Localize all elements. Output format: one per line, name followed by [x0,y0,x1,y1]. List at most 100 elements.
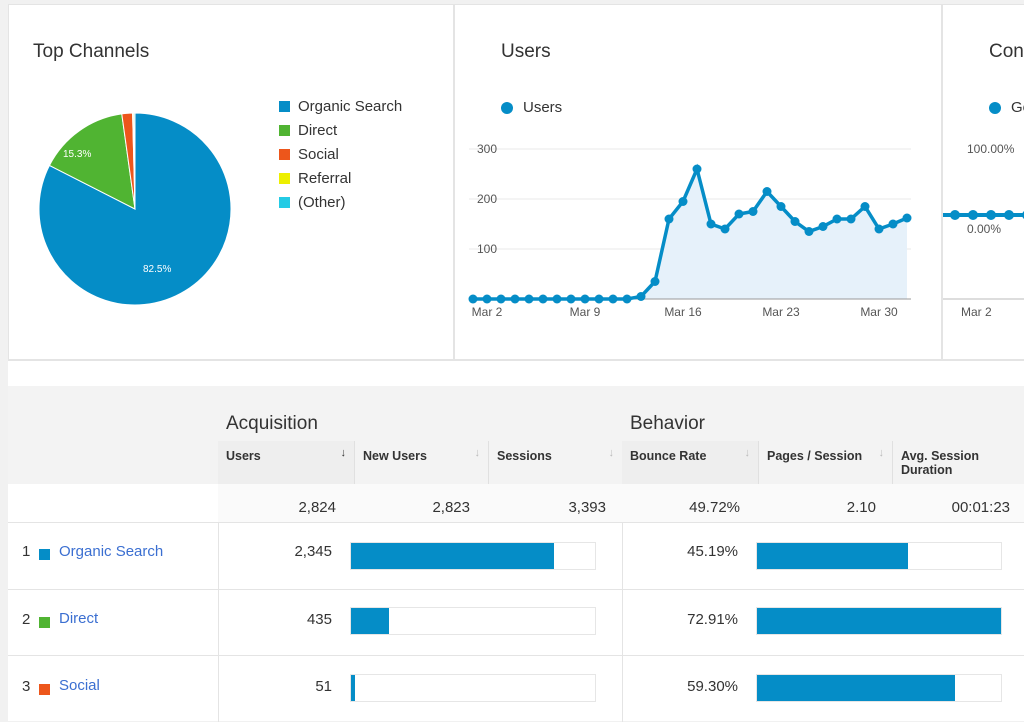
divider [218,522,219,722]
data-point [950,210,960,220]
legend-item-referral[interactable]: Referral [279,166,402,190]
row-users: 51 [315,678,332,695]
data-point [566,294,576,304]
channel-color-swatch [39,549,50,560]
conversions-series-legend[interactable]: Go [989,99,1024,116]
data-point [762,187,772,196]
pie-slice-direct [48,113,136,210]
channel-link-social[interactable]: Social [59,677,100,694]
col-header-new-users[interactable]: New Users ↓ [354,441,488,484]
row-index: 2 [22,611,31,628]
data-point [496,294,506,304]
x-tick-label: Mar 30 [860,305,898,319]
data-point [524,294,534,304]
acquisition-label: Acquisition [226,413,318,434]
data-point [468,294,478,304]
bounce-bar-fill [757,543,909,569]
data-point [804,227,814,236]
data-point [968,210,978,220]
slice-label: 15.3% [63,149,91,160]
users-line-chart: 300 200 100 Mar 2 Mar 9 Mar 16 Mar 23 Mar 30 [468,142,912,319]
legend-swatch [279,196,290,208]
x-tick-label: Mar 2 [961,305,992,319]
data-point [720,224,730,234]
sort-icon[interactable]: ↓ [474,447,481,459]
data-point [482,294,492,304]
top-channels-title: Top Channels [33,41,150,62]
data-point [622,294,632,304]
data-point [902,213,912,223]
group-header-band [218,386,1024,441]
divider [8,589,1024,590]
legend-swatch [279,125,290,137]
users-bar-fill [351,675,356,701]
top-channels-panel: Top Channels 82.5% 15.3% Organic Search D… [8,4,454,360]
total-new-users: 2,823 [432,499,470,516]
users-bar [350,607,596,635]
col-header-users[interactable]: Users ↓ [218,441,354,484]
sort-icon[interactable]: ↓ [878,447,885,459]
data-point [692,164,702,174]
top-channels-legend: Organic Search Direct Social Referral (O… [279,95,402,214]
users-chart-title: Users [501,41,551,62]
legend-swatch [279,148,290,160]
users-panel: Users Users 300 200 100 Mar 2 Mar 9 Mar 16 Mar… [454,4,942,360]
data-point [832,214,842,224]
x-tick-label: Mar 16 [664,305,702,319]
data-point [510,294,520,304]
data-point [552,294,562,304]
total-sessions: 3,393 [568,499,606,516]
row-users: 2,345 [294,543,332,560]
col-header-avg-duration[interactable]: Avg. Session Duration [892,441,1024,484]
data-point [538,294,548,304]
conversions-line-chart: 100.00% 0.00% Mar 2 [943,142,1024,319]
divider [8,522,1024,523]
data-point [608,294,618,304]
legend-item-organic-search[interactable]: Organic Search [279,95,402,119]
legend-item-other[interactable]: (Other) [279,190,402,214]
x-tick-label: Mar 2 [472,305,503,319]
channel-color-swatch [39,684,50,695]
y-tick-label: 100 [477,242,497,256]
y-tick-label: 0.00% [967,222,1001,236]
behavior-label: Behavior [630,413,705,434]
sort-icon[interactable]: ↓ [744,447,751,459]
totals-row [218,484,1024,522]
legend-item-direct[interactable]: Direct [279,119,402,143]
bounce-bar-fill [757,675,956,701]
sort-desc-icon[interactable]: ↓ [340,447,347,459]
col-header-bounce-rate[interactable]: Bounce Rate ↓ [622,441,758,484]
data-point [580,294,590,304]
total-avg-duration: 00:01:23 [951,499,1010,516]
data-point [860,202,870,211]
x-tick-label: Mar 23 [762,305,800,319]
data-point [888,219,898,229]
users-series-legend[interactable]: Users [501,99,562,116]
users-bar-fill [351,608,389,634]
legend-item-social[interactable]: Social [279,143,402,167]
data-point [706,219,716,229]
row-users: 435 [306,611,332,628]
total-pages-session: 2.10 [846,499,876,516]
sort-icon[interactable]: ↓ [608,447,615,459]
y-tick-label: 200 [477,192,497,206]
data-point [818,222,828,231]
data-point [650,277,660,286]
bounce-bar [756,607,1002,635]
data-point [1004,210,1014,220]
data-point [594,294,604,304]
col-header-sessions[interactable]: Sessions ↓ [488,441,622,484]
channel-link-direct[interactable]: Direct [59,610,99,627]
data-point [734,209,744,219]
bounce-bar-fill [757,608,1001,634]
users-bar-fill [351,543,554,569]
data-point [986,210,996,220]
col-header-pages-session[interactable]: Pages / Session ↓ [758,441,892,484]
users-bar [350,542,596,570]
bounce-bar [756,674,1002,702]
channel-link-organic-search[interactable]: Organic Search [59,543,164,560]
legend-swatch [279,101,290,113]
data-point [748,207,758,216]
data-point [790,217,800,226]
y-tick-label: 300 [477,142,497,156]
